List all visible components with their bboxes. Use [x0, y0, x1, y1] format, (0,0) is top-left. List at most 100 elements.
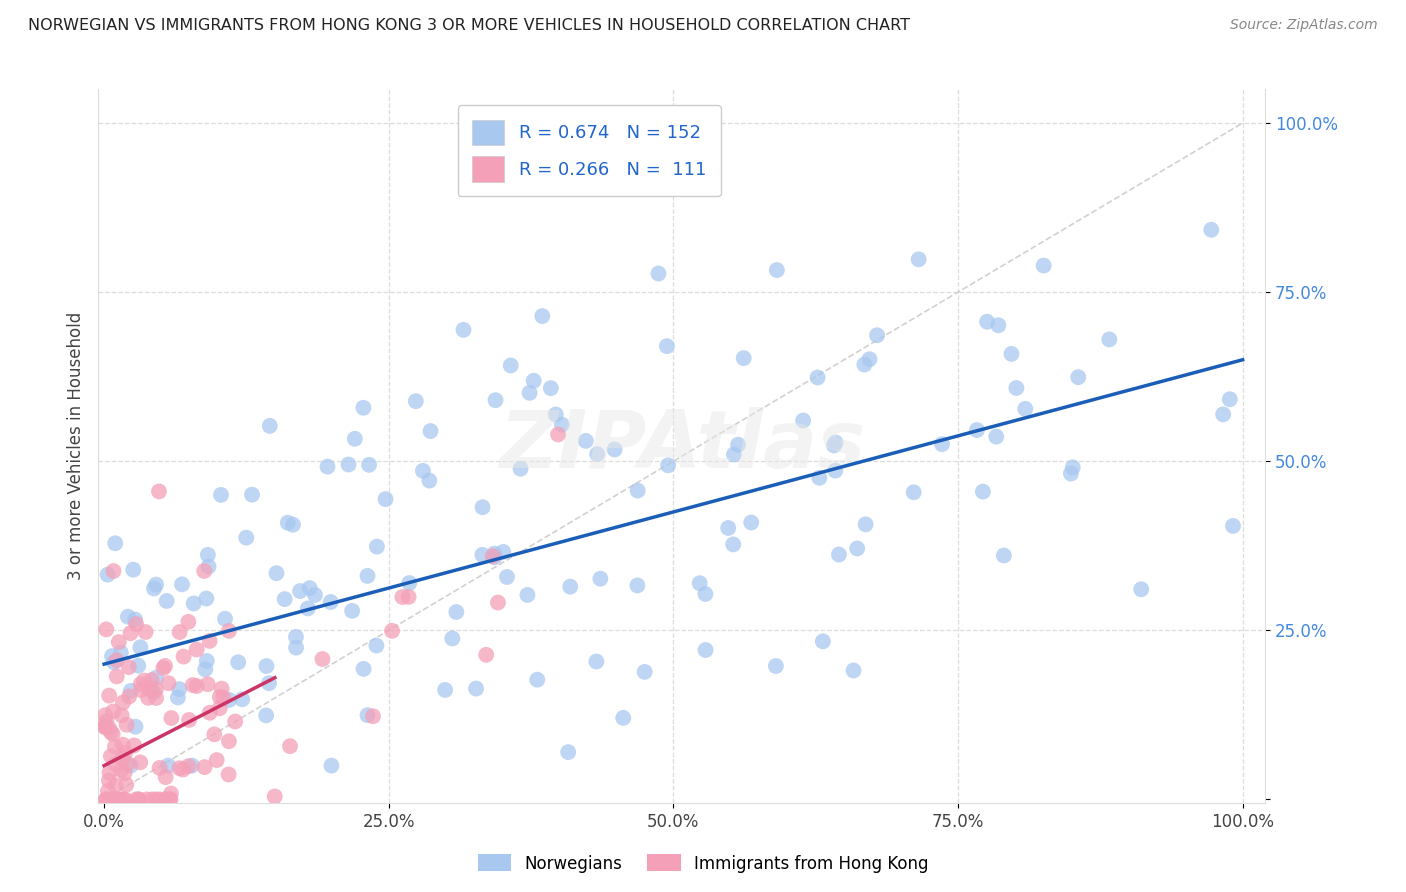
Point: [519, 385, 541, 400]
Point: [475, 648, 498, 662]
Point: [181, 758, 204, 772]
Point: [111, 792, 134, 806]
Point: [139, 683, 162, 698]
Point: [155, 770, 177, 784]
Point: [157, 758, 180, 772]
Point: [159, 792, 181, 806]
Point: [197, 548, 219, 562]
Point: [484, 393, 506, 408]
Point: [647, 267, 669, 281]
Point: [1130, 582, 1153, 597]
Point: [1222, 519, 1244, 533]
Point: [976, 315, 998, 329]
Point: [993, 549, 1015, 563]
Point: [492, 545, 515, 559]
Point: [111, 751, 134, 765]
Point: [266, 566, 288, 581]
Point: [808, 471, 831, 485]
Point: [655, 339, 678, 353]
Point: [1000, 347, 1022, 361]
Point: [1212, 407, 1234, 421]
Point: [966, 423, 988, 437]
Point: [509, 461, 531, 475]
Point: [277, 516, 299, 530]
Point: [122, 563, 145, 577]
Point: [111, 696, 134, 710]
Point: [855, 517, 877, 532]
Point: [499, 359, 522, 373]
Legend: Norwegians, Immigrants from Hong Kong: Norwegians, Immigrants from Hong Kong: [471, 847, 935, 880]
Point: [717, 521, 740, 535]
Point: [127, 658, 149, 673]
Point: [441, 632, 464, 646]
Point: [169, 682, 191, 697]
Point: [540, 381, 562, 395]
Point: [740, 516, 762, 530]
Point: [157, 676, 180, 690]
Point: [612, 711, 634, 725]
Point: [866, 328, 889, 343]
Point: [526, 673, 548, 687]
Point: [853, 358, 876, 372]
Point: [986, 430, 1008, 444]
Point: [100, 724, 122, 739]
Point: [110, 763, 132, 777]
Point: [589, 572, 612, 586]
Point: [471, 500, 494, 515]
Point: [824, 464, 846, 478]
Point: [97, 721, 120, 735]
Point: [105, 653, 128, 667]
Point: [98, 689, 121, 703]
Point: [218, 767, 240, 781]
Point: [544, 408, 567, 422]
Point: [94, 720, 117, 734]
Point: [143, 582, 166, 596]
Point: [117, 757, 139, 772]
Point: [626, 578, 648, 592]
Point: [374, 492, 396, 507]
Point: [104, 778, 127, 792]
Point: [319, 595, 342, 609]
Point: [357, 458, 380, 472]
Point: [96, 714, 118, 729]
Point: [125, 792, 148, 806]
Point: [257, 676, 280, 690]
Point: [105, 669, 128, 683]
Point: [160, 711, 183, 725]
Point: [129, 677, 152, 691]
Point: [1060, 467, 1083, 481]
Point: [173, 649, 195, 664]
Point: [356, 569, 378, 583]
Point: [127, 792, 149, 806]
Point: [212, 690, 235, 705]
Point: [695, 643, 717, 657]
Point: [124, 720, 146, 734]
Point: [94, 792, 117, 806]
Point: [603, 442, 626, 457]
Point: [194, 662, 217, 676]
Point: [118, 690, 141, 704]
Point: [811, 634, 834, 648]
Point: [231, 692, 253, 706]
Point: [115, 718, 138, 732]
Point: [903, 485, 925, 500]
Point: [547, 427, 569, 442]
Point: [842, 664, 865, 678]
Point: [259, 418, 281, 433]
Point: [114, 746, 136, 760]
Point: [94, 708, 117, 723]
Point: [298, 581, 321, 595]
Point: [531, 309, 554, 323]
Point: [193, 760, 215, 774]
Point: [484, 547, 506, 561]
Point: [352, 401, 374, 415]
Point: [148, 792, 170, 806]
Point: [214, 612, 236, 626]
Point: [101, 727, 124, 741]
Point: [148, 484, 170, 499]
Point: [198, 706, 221, 720]
Point: [104, 739, 127, 754]
Point: [1067, 370, 1090, 384]
Point: [806, 370, 828, 384]
Point: [481, 549, 503, 564]
